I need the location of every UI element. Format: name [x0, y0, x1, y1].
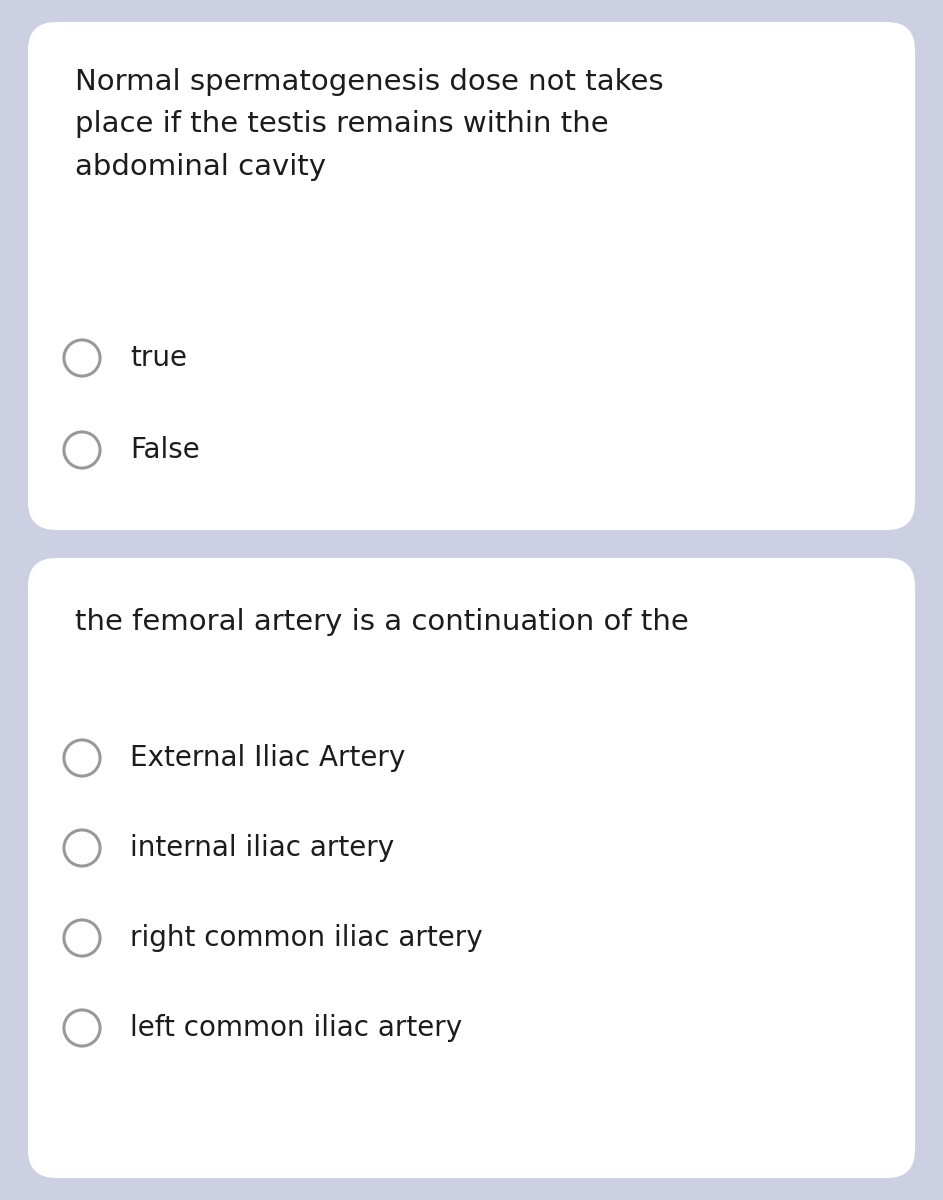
- Text: internal iliac artery: internal iliac artery: [130, 834, 394, 862]
- Text: External Iliac Artery: External Iliac Artery: [130, 744, 405, 772]
- Text: Normal spermatogenesis dose not takes
place if the testis remains within the
abd: Normal spermatogenesis dose not takes pl…: [75, 68, 664, 180]
- Text: the femoral artery is a continuation of the: the femoral artery is a continuation of …: [75, 608, 688, 636]
- Text: true: true: [130, 344, 187, 372]
- Text: left common iliac artery: left common iliac artery: [130, 1014, 462, 1042]
- FancyBboxPatch shape: [28, 558, 915, 1178]
- Text: False: False: [130, 436, 200, 464]
- FancyBboxPatch shape: [28, 22, 915, 530]
- Text: right common iliac artery: right common iliac artery: [130, 924, 483, 952]
